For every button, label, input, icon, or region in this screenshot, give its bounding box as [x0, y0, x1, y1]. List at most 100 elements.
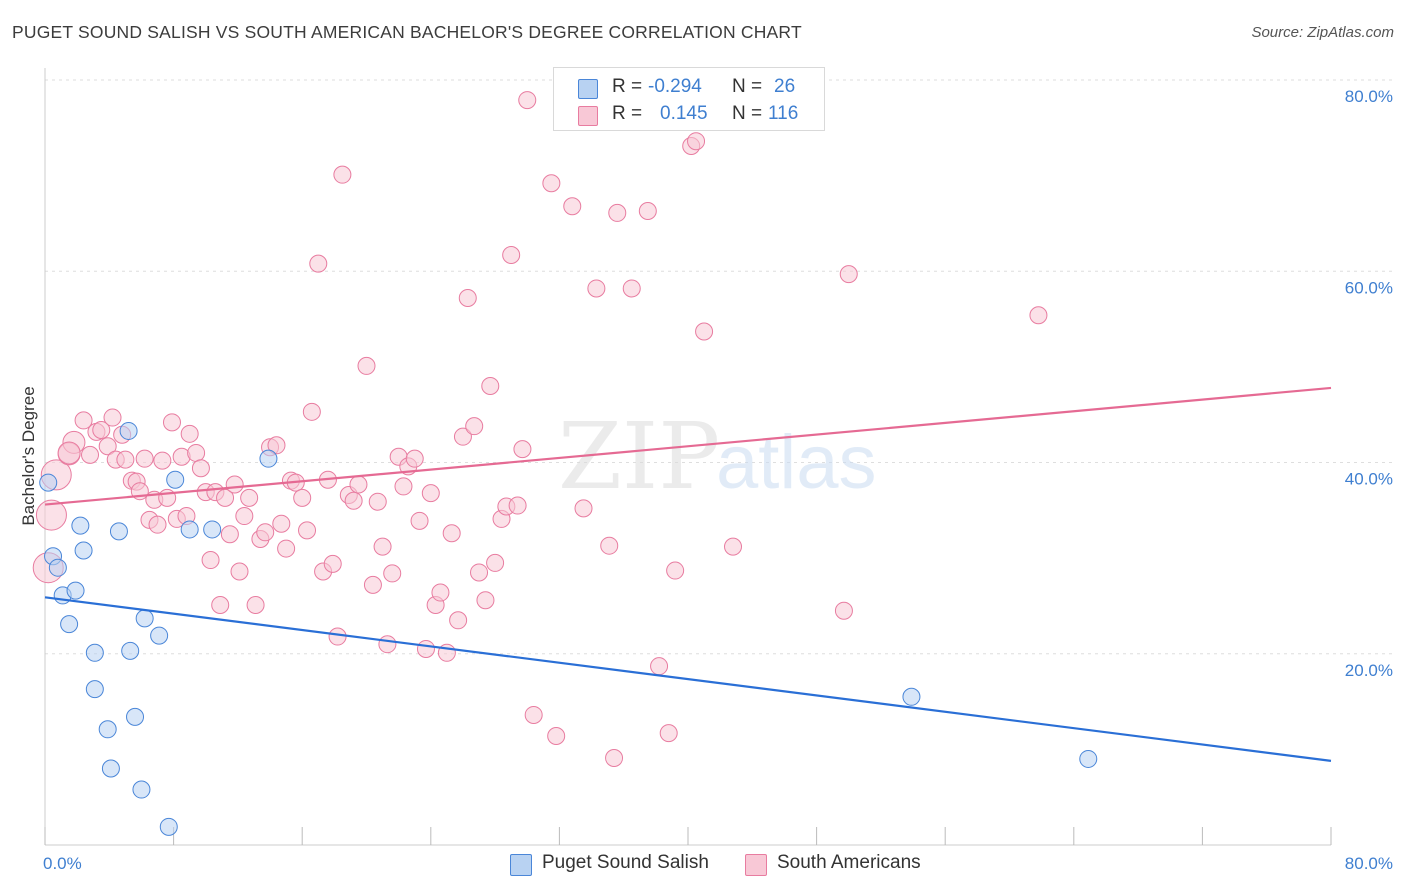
data-point-south-americans: [659, 724, 678, 743]
data-point-south-americans: [605, 748, 624, 767]
data-point-south-americans: [502, 245, 521, 264]
bottom-legend-swatch-puget: [510, 854, 532, 876]
data-point-puget: [166, 470, 185, 489]
data-point-south-americans: [465, 417, 484, 436]
data-point-south-americans: [416, 639, 435, 658]
data-point-south-americans: [92, 420, 111, 439]
data-point-south-americans: [344, 491, 363, 510]
data-point-puget: [71, 516, 90, 535]
data-point-south-americans: [695, 322, 714, 341]
data-point-south-americans: [98, 437, 117, 456]
legend-n-label: N =: [732, 76, 763, 97]
data-point-puget: [259, 449, 278, 468]
data-point-south-americans: [187, 443, 206, 462]
trend-line-south-americans: [44, 386, 1332, 506]
data-point-puget: [48, 558, 67, 577]
legend-n-value: 26: [774, 76, 796, 97]
y-tick-label: 40.0%: [1345, 470, 1393, 489]
data-point-puget: [132, 780, 151, 799]
data-point-south-americans: [563, 197, 582, 216]
data-point-puget: [159, 817, 178, 836]
data-point-puget: [74, 541, 93, 560]
data-point-south-americans: [1029, 306, 1048, 325]
data-point-puget: [109, 522, 128, 541]
data-point-puget: [150, 626, 169, 645]
data-point-south-americans: [587, 279, 606, 298]
data-point-south-americans: [35, 499, 67, 531]
data-point-south-americans: [518, 91, 537, 110]
data-point-south-americans: [240, 488, 259, 507]
data-point-south-americans: [834, 601, 853, 620]
legend-swatch-south-americans: [578, 106, 598, 126]
data-point-south-americans: [666, 561, 685, 580]
data-point-south-americans: [383, 564, 402, 583]
data-point-south-americans: [547, 726, 566, 745]
data-point-south-americans: [216, 488, 235, 507]
data-point-south-americans: [153, 451, 172, 470]
data-point-south-americans: [256, 523, 275, 542]
data-point-puget: [39, 473, 58, 492]
series-south-americans: [32, 91, 1048, 767]
data-point-south-americans: [513, 440, 532, 459]
data-point-south-americans: [328, 627, 347, 646]
data-point-puget: [203, 520, 222, 539]
data-point-south-americans: [378, 635, 397, 654]
data-point-puget: [121, 641, 140, 660]
data-point-south-americans: [508, 496, 527, 515]
data-point-puget: [126, 707, 145, 726]
data-point-south-americans: [135, 449, 154, 468]
data-point-south-americans: [357, 356, 376, 375]
data-point-south-americans: [394, 477, 413, 496]
watermark: ZIP atlas: [558, 403, 877, 510]
data-point-south-americans: [638, 202, 657, 221]
watermark-atlas: atlas: [716, 420, 877, 505]
data-point-puget: [1079, 749, 1098, 768]
y-axis-label: Bachelor's Degree: [19, 386, 38, 525]
data-point-south-americans: [323, 554, 342, 573]
data-point-south-americans: [116, 450, 135, 469]
data-point-south-americans: [839, 265, 858, 284]
series-puget-sound-salish: [39, 421, 1098, 836]
data-point-south-americans: [293, 488, 312, 507]
data-point-puget: [902, 687, 921, 706]
data-point-south-americans: [600, 536, 619, 555]
data-point-south-americans: [162, 413, 181, 432]
data-point-south-americans: [191, 459, 210, 478]
source-label: Source: ZipAtlas.com: [1251, 24, 1394, 41]
data-point-south-americans: [349, 475, 368, 494]
bottom-legend-label-south-americans: South Americans: [777, 852, 921, 873]
data-point-south-americans: [470, 563, 489, 582]
data-point-south-americans: [687, 132, 706, 151]
legend-r-label: R =: [612, 103, 643, 124]
data-point-south-americans: [180, 424, 199, 443]
data-point-south-americans: [368, 492, 387, 511]
data-point-south-americans: [333, 165, 352, 184]
data-point-puget: [119, 421, 138, 440]
data-point-south-americans: [453, 427, 472, 446]
data-point-puget: [101, 759, 120, 778]
data-point-south-americans: [458, 289, 477, 308]
legend: R = -0.294 N = 26 R = 0.145 N = 116: [553, 67, 825, 131]
data-point-puget: [180, 520, 199, 539]
data-point-south-americans: [81, 445, 100, 464]
data-point-south-americans: [57, 441, 81, 465]
legend-r-value: 0.145: [660, 103, 708, 124]
data-point-south-americans: [542, 174, 561, 193]
data-point-south-americans: [211, 595, 230, 614]
legend-n-value: 116: [768, 103, 799, 124]
data-point-puget: [135, 609, 154, 628]
data-point-south-americans: [650, 657, 669, 676]
data-point-south-americans: [272, 514, 291, 533]
data-point-south-americans: [74, 411, 93, 430]
trend-line-puget: [44, 596, 1332, 762]
data-point-south-americans: [246, 595, 265, 614]
data-point-south-americans: [235, 507, 254, 526]
data-point-south-americans: [220, 525, 239, 544]
data-point-puget: [85, 643, 104, 662]
tick-labels: 20.0% 40.0% 60.0% 80.0% 0.0% 80.0%: [43, 87, 1393, 873]
data-point-south-americans: [476, 591, 495, 610]
data-point-south-americans: [103, 408, 122, 427]
data-point-south-americans: [148, 515, 167, 534]
data-point-south-americans: [608, 203, 627, 222]
